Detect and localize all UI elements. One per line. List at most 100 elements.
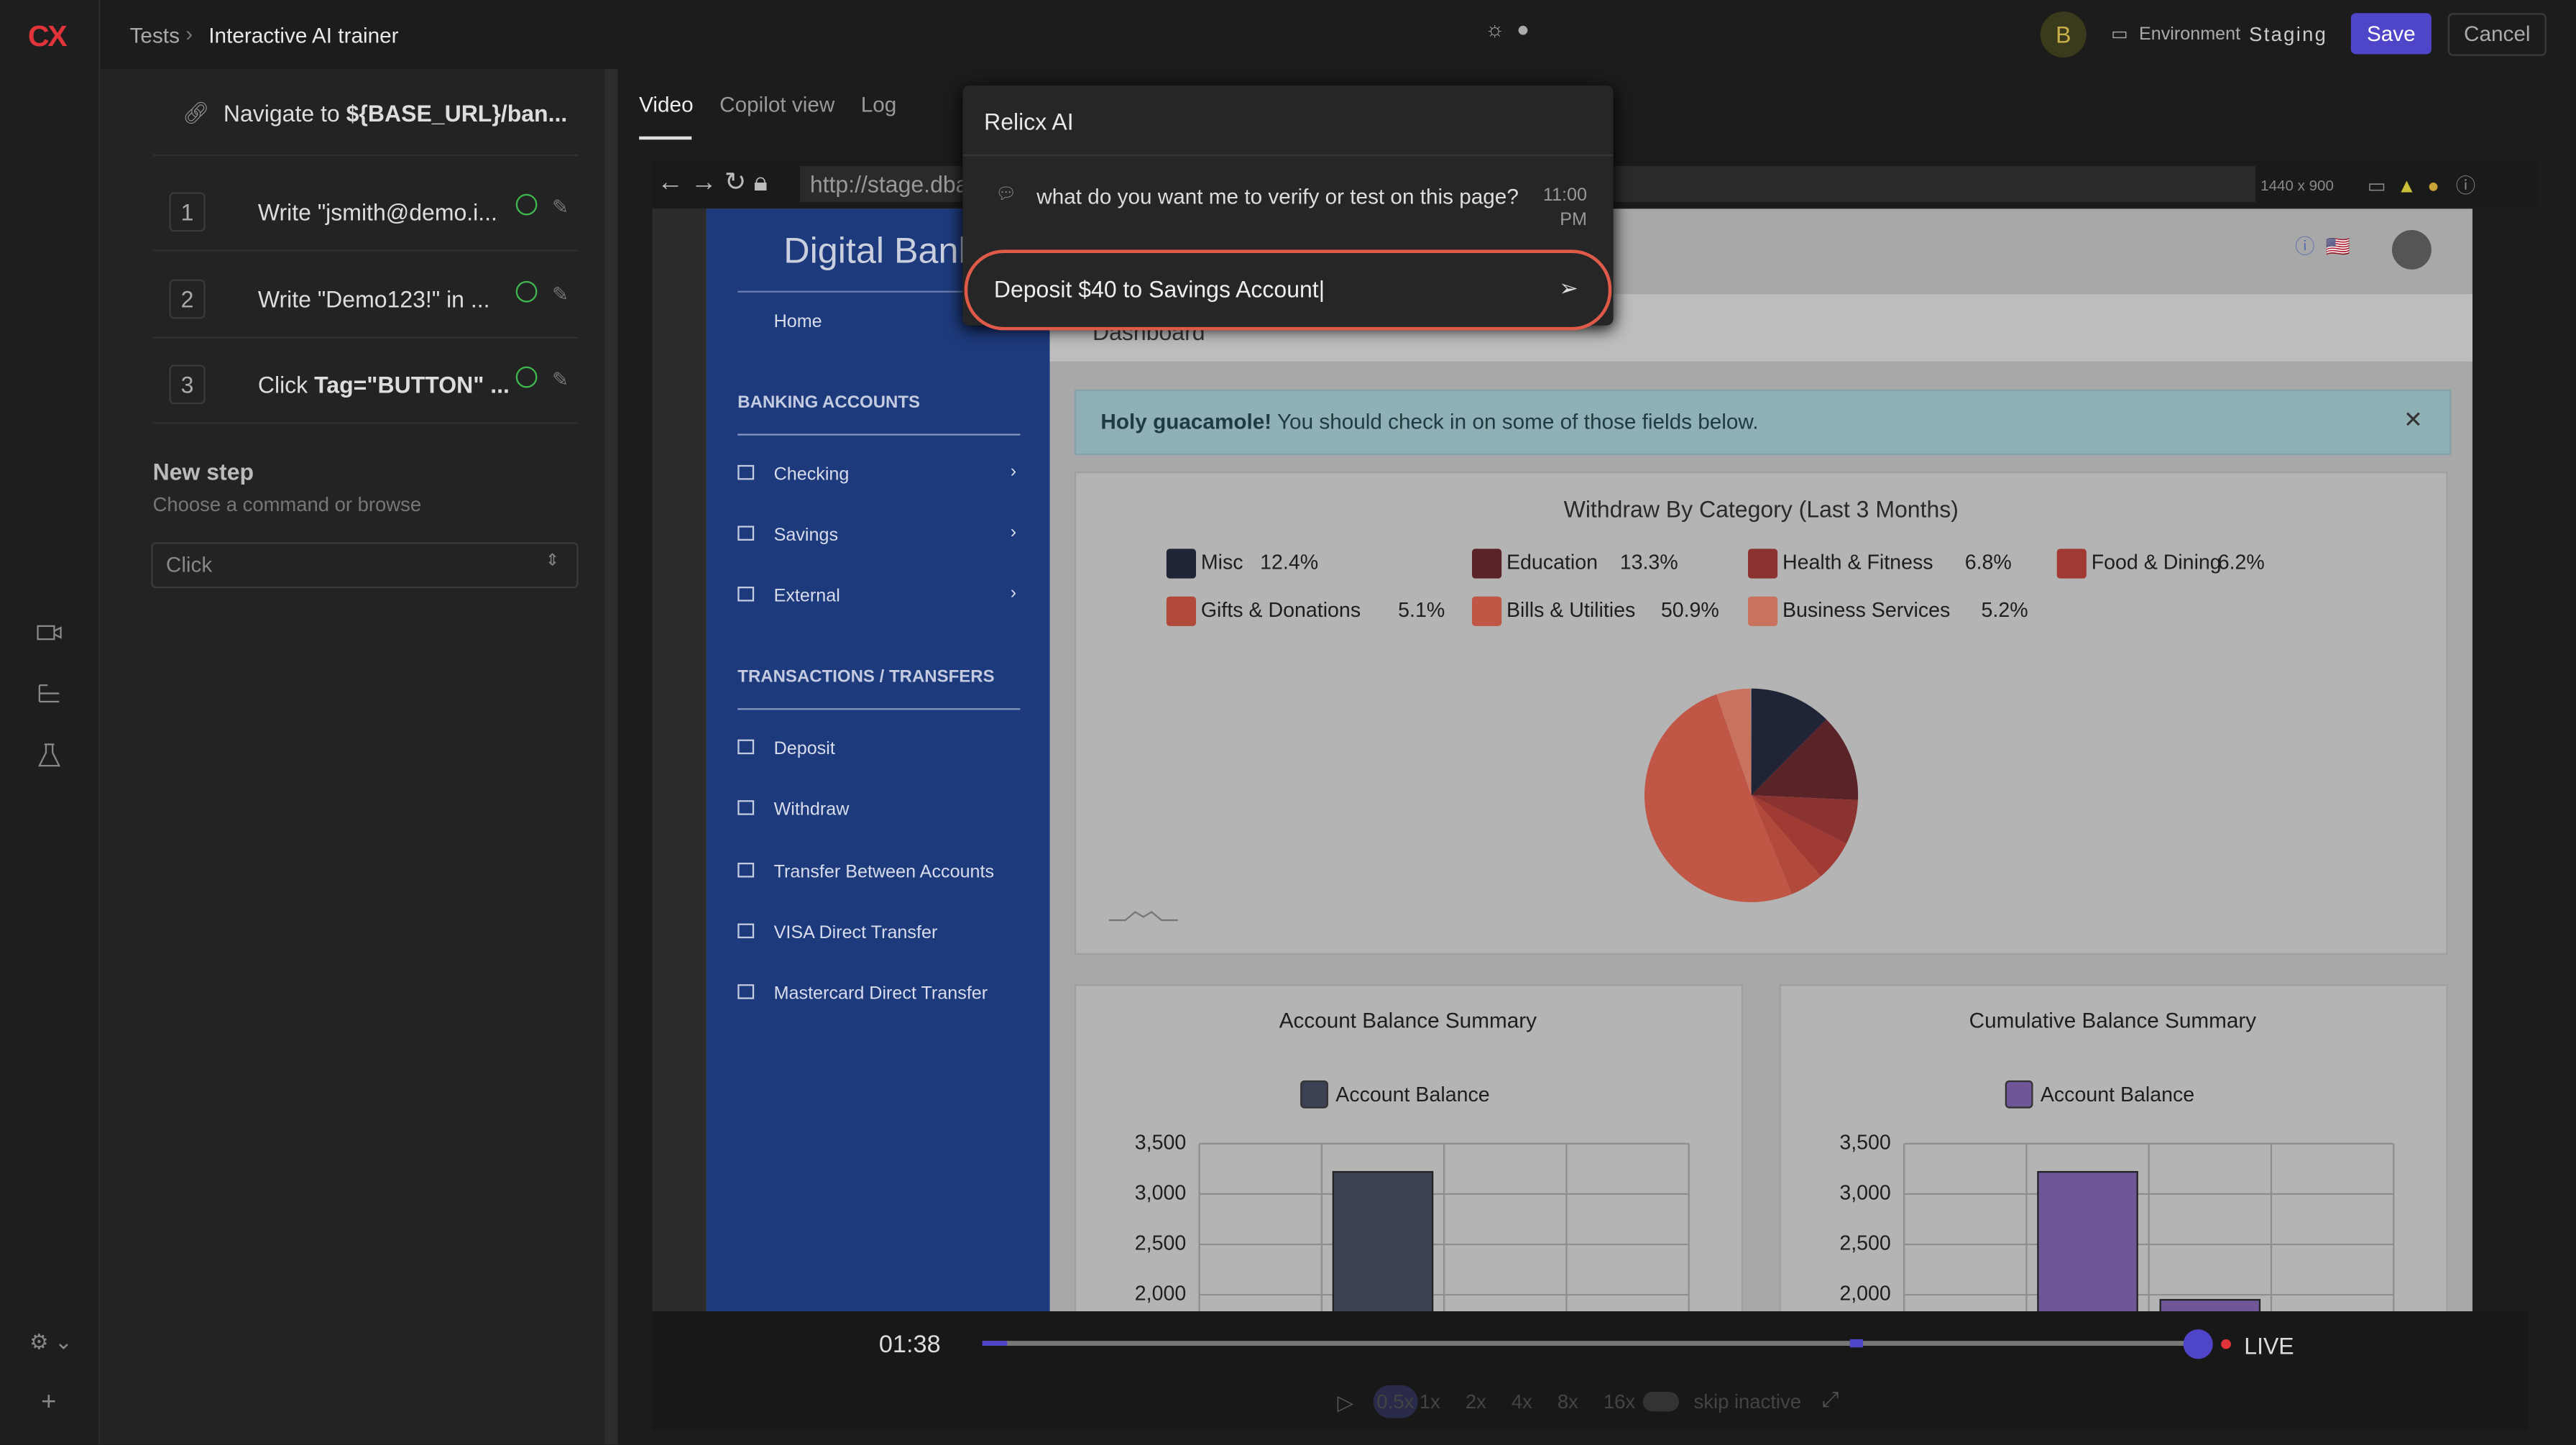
speed-option[interactable]: 1x — [1419, 1390, 1440, 1413]
nav-section: BANKING ACCOUNTS — [737, 393, 921, 413]
timeline[interactable] — [982, 1341, 2199, 1346]
value-label: 12.4% — [1260, 551, 1318, 574]
y-tick-label: 2,500 — [1839, 1232, 1890, 1255]
bar — [2037, 1170, 2138, 1311]
y-tick-label: 3,500 — [1135, 1131, 1186, 1154]
nav-item[interactable]: Savings — [773, 526, 839, 546]
step-text[interactable]: Write "Demo123!" in ... — [258, 285, 490, 312]
rail-icons — [37, 625, 62, 767]
y-tick-label: 3,500 — [1839, 1131, 1890, 1154]
step-target: Tag="BUTTON" ... — [314, 371, 510, 398]
cancel-button[interactable]: Cancel — [2447, 13, 2547, 56]
step-number: 1 — [169, 192, 206, 232]
skip-toggle[interactable] — [1642, 1391, 1679, 1412]
element: ● — [2427, 174, 2439, 198]
legend-label: Account Balance — [1335, 1083, 1489, 1106]
element — [38, 684, 60, 703]
play-button[interactable]: ▷ — [1337, 1390, 1354, 1415]
nav-item[interactable]: Withdraw — [773, 800, 850, 821]
sparkline — [1108, 911, 1178, 922]
step-rule — [152, 154, 579, 157]
avatar[interactable]: B — [2040, 11, 2087, 58]
value-label: 5.1% — [1398, 599, 1445, 622]
step-text[interactable]: Write "jsmith@demo.i... — [258, 199, 497, 226]
timeline-start — [982, 1341, 1008, 1346]
pie-slice — [1751, 795, 1821, 894]
speed-option[interactable]: 2x — [1465, 1390, 1486, 1413]
tab[interactable]: Log — [860, 91, 897, 117]
legend-swatch — [1166, 596, 1196, 626]
speed-option[interactable]: 8x — [1557, 1390, 1578, 1413]
command-select[interactable]: Click — [151, 542, 579, 589]
legend-swatch — [2056, 549, 2087, 579]
header-icons[interactable]: ☼ ● — [1485, 16, 1530, 42]
send-button[interactable]: ➢ — [1559, 274, 1578, 301]
settings-icon[interactable]: ⚙ ⌄ — [29, 1329, 73, 1354]
step-edit[interactable]: ✎ — [551, 367, 569, 391]
nav-chevron: › — [1010, 462, 1017, 482]
value-label: 5.2% — [1982, 599, 2028, 622]
player-time: 01:38 — [878, 1331, 941, 1359]
nav-icon — [737, 923, 755, 938]
pie-slice — [1716, 688, 1752, 796]
nav-item[interactable]: Transfer Between Accounts — [773, 862, 995, 882]
tab[interactable]: Copilot view — [719, 91, 835, 117]
ai-input-text[interactable]: Deposit $40 to Savings Account| — [993, 275, 1325, 303]
save-button[interactable]: Save — [2350, 13, 2432, 55]
ai-message: what do you want me to verify or test on… — [1036, 183, 1519, 209]
chart-title: Account Balance Summary — [1279, 1009, 1537, 1033]
legend-swatch — [1471, 549, 1502, 579]
legend-label: Gifts & Donations — [1201, 599, 1361, 622]
logo[interactable]: CX — [27, 19, 68, 53]
rail — [0, 0, 101, 1445]
y-tick-label: 2,000 — [1135, 1283, 1186, 1306]
alert-body: You should check in on some of those fie… — [1276, 409, 1759, 434]
nav-item[interactable]: Mastercard Direct Transfer — [773, 984, 988, 1004]
speed-option[interactable]: 0.5x — [1373, 1385, 1417, 1418]
step-number: 2 — [169, 278, 206, 318]
legend-swatch — [2005, 1080, 2033, 1109]
step-edit[interactable]: ✎ — [551, 195, 569, 219]
nav-item[interactable]: Checking — [773, 464, 850, 485]
timeline-thumb[interactable] — [2183, 1329, 2213, 1359]
nav-icon — [737, 984, 755, 1000]
nav-item[interactable]: Deposit — [773, 739, 835, 759]
y-tick-label: 3,000 — [1839, 1181, 1890, 1204]
nav-item[interactable]: External — [773, 586, 840, 607]
ai-input[interactable] — [964, 249, 1612, 331]
skip-label: skip inactive — [1693, 1390, 1801, 1413]
msg-icon: 💬︎ — [995, 185, 1017, 204]
nav-icon — [737, 464, 755, 480]
step-edit[interactable]: ✎ — [551, 281, 569, 305]
pie-slice — [1644, 694, 1792, 902]
divider[interactable] — [604, 68, 618, 1445]
nav-item[interactable]: VISA Direct Transfer — [773, 923, 938, 943]
player — [652, 1311, 2529, 1430]
select-arrow: ⇕ — [545, 551, 560, 571]
nav-item[interactable]: Home — [773, 312, 822, 332]
fullscreen[interactable]: ⤢ — [1821, 1387, 1839, 1412]
live-dot — [2221, 1339, 2231, 1349]
breadcrumb[interactable]: Tests — [129, 22, 180, 48]
tab[interactable]: Video — [639, 91, 694, 117]
value-label: 13.3% — [1620, 551, 1678, 574]
nav-buttons[interactable]: ← → ↻ 🔒︎ — [657, 169, 768, 198]
chart-title: Withdraw By Category (Last 3 Months) — [1564, 496, 1959, 522]
add-icon[interactable]: + — [41, 1388, 57, 1417]
speed-option[interactable]: 4x — [1511, 1390, 1532, 1413]
speed-option[interactable]: 16x — [1603, 1390, 1636, 1413]
alert-strong: Holy guacamole! — [1100, 409, 1272, 434]
step-prefix: Click — [257, 371, 308, 398]
env-value[interactable]: Staging — [2249, 22, 2328, 46]
step-status — [515, 366, 538, 388]
alert-close[interactable]: ✕ — [2403, 405, 2423, 433]
pie-slice — [1751, 795, 1858, 844]
element — [53, 626, 62, 639]
user-avatar — [2391, 229, 2432, 270]
nav-chevron: › — [1010, 522, 1017, 543]
app-icons: ⓘ 🇺🇸︎ — [2295, 234, 2350, 258]
step-text[interactable]: Click Tag="BUTTON" ... — [258, 372, 510, 398]
legend-swatch — [1471, 596, 1502, 626]
step-navigate[interactable]: Navigate to ${BASE_URL}/ban... — [224, 100, 567, 127]
legend-label: Business Services — [1782, 599, 1950, 622]
